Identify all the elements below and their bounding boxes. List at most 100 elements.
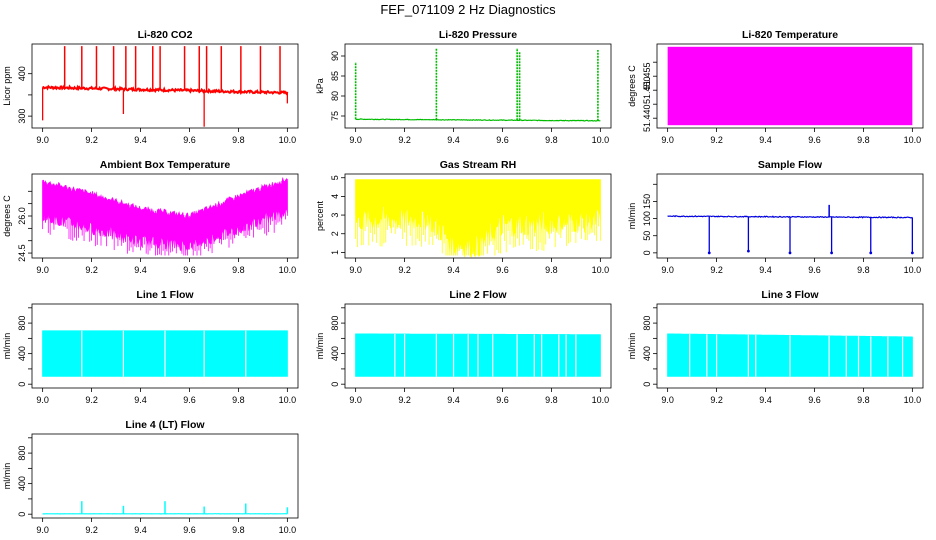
x-tick-label: 9.0 — [36, 265, 49, 275]
x-tick-label: 9.8 — [857, 265, 870, 275]
y-tick-label: 51.455 — [642, 62, 652, 90]
x-tick-label: 9.8 — [857, 135, 870, 145]
x-tick-label: 10.0 — [279, 395, 297, 405]
y-tick-label: 400 — [642, 346, 652, 361]
y-tick-label: 75 — [330, 111, 340, 121]
chart-line1: Line 1 Flow ml/min 9.0 9.2 9.4 9.6 9.8 10.0 0 400… — [2, 289, 299, 405]
data-series — [42, 84, 289, 96]
y-tick-label: 0 — [17, 512, 27, 517]
chart-title: Ambient Box Temperature — [100, 159, 231, 171]
x-tick-label: 10.0 — [592, 135, 610, 145]
x-tick-label: 9.8 — [545, 265, 558, 275]
x-tick-label: 9.0 — [661, 265, 674, 275]
x-tick-label: 9.2 — [85, 395, 98, 405]
x-tick-label: 9.6 — [808, 265, 821, 275]
x-tick-label: 9.2 — [398, 395, 411, 405]
x-tick-label: 10.0 — [592, 265, 610, 275]
data-layer — [42, 177, 288, 256]
x-tick-label: 9.4 — [447, 395, 460, 405]
data-layer — [42, 501, 289, 515]
x-tick-label: 9.8 — [232, 265, 245, 275]
y-axis-label: degrees C — [627, 65, 637, 107]
chart-title: Line 4 (LT) Flow — [125, 419, 205, 431]
y-tick-label: 800 — [17, 316, 27, 331]
x-tick-label: 9.2 — [85, 265, 98, 275]
y-axis-label: Licor ppm — [2, 66, 12, 106]
y-tick-label: 2 — [330, 231, 340, 236]
chart-title: Li-820 CO2 — [138, 29, 193, 41]
chart-title: Li-820 Pressure — [439, 29, 517, 41]
y-tick-label: 300 — [17, 109, 27, 124]
y-tick-label: 85 — [330, 71, 340, 81]
x-tick-label: 9.0 — [36, 395, 49, 405]
x-tick-label: 9.4 — [759, 265, 772, 275]
data-point — [707, 251, 711, 255]
y-tick-label: 0 — [642, 382, 652, 387]
y-tick-label: 50 — [642, 231, 652, 241]
x-tick-label: 9.4 — [447, 265, 460, 275]
x-tick-label: 10.0 — [279, 525, 297, 535]
y-tick-label: 0 — [330, 382, 340, 387]
chart-temperature: Li-820 Temperature degrees C 9.0 9.2 9.4 9.6 9… — [627, 29, 924, 145]
x-tick-label: 9.4 — [134, 265, 147, 275]
chart-sample-flow: Sample Flow ml/min 9.0 9.2 9.4 9.6 9.8 10.0 0 50 1… — [627, 159, 924, 275]
data-series — [355, 118, 601, 122]
y-tick-label: 400 — [17, 346, 27, 361]
chart-rh: Gas Stream RH percent 9.0 9.2 9.4 9.6 9.8 10.0 1… — [315, 159, 612, 275]
y-axis-label: ml/min — [2, 463, 12, 490]
y-axis-label: kPa — [315, 78, 325, 94]
x-tick-label: 9.6 — [496, 135, 509, 145]
x-tick-label: 9.2 — [398, 135, 411, 145]
y-tick-label: 800 — [17, 446, 27, 461]
x-tick-label: 9.8 — [857, 395, 870, 405]
y-tick-label: 1 — [330, 250, 340, 255]
x-tick-label: 9.4 — [134, 525, 147, 535]
x-tick-label: 9.0 — [349, 135, 362, 145]
plot-frame — [31, 433, 299, 519]
y-tick-label: 24.5 — [17, 244, 27, 262]
chart-pressure: Li-820 Pressure kPa 9.0 9.2 9.4 9.6 9.8 10.0 75 8… — [315, 29, 612, 145]
y-tick-label: 150 — [642, 194, 652, 209]
x-tick-label: 9.6 — [808, 395, 821, 405]
x-tick-label: 9.4 — [447, 135, 460, 145]
chart-co2: Li-820 CO2 Licor ppm 9.0 9.2 9.4 9.6 9.8 10.0 30… — [2, 29, 299, 145]
y-axis-label: ml/min — [627, 333, 637, 360]
x-tick-label: 9.2 — [710, 265, 723, 275]
y-tick-label: 51.440 — [642, 104, 652, 132]
x-tick-label: 9.0 — [661, 135, 674, 145]
y-tick-label: 400 — [17, 476, 27, 491]
x-tick-label: 9.8 — [232, 395, 245, 405]
data-layer — [667, 46, 913, 126]
x-tick-label: 10.0 — [904, 265, 922, 275]
x-tick-label: 9.6 — [183, 525, 196, 535]
data-layer — [667, 333, 913, 377]
data-point — [746, 249, 750, 253]
y-tick-label: 3 — [330, 213, 340, 218]
data-layer — [42, 330, 288, 377]
x-tick-label: 9.8 — [545, 395, 558, 405]
x-tick-label: 10.0 — [279, 265, 297, 275]
y-tick-label: 90 — [330, 51, 340, 61]
x-tick-label: 10.0 — [904, 135, 922, 145]
x-tick-label: 9.0 — [349, 395, 362, 405]
data-point — [788, 251, 792, 255]
data-band — [667, 46, 913, 126]
x-tick-label: 9.0 — [36, 525, 49, 535]
x-tick-label: 9.6 — [496, 395, 509, 405]
y-tick-label: 0 — [642, 250, 652, 255]
x-tick-label: 9.0 — [661, 395, 674, 405]
x-tick-label: 9.6 — [183, 395, 196, 405]
x-tick-label: 9.4 — [759, 135, 772, 145]
chart-title: Li-820 Temperature — [742, 29, 838, 41]
x-tick-label: 9.0 — [349, 265, 362, 275]
x-tick-label: 9.6 — [496, 265, 509, 275]
y-axis-label: percent — [315, 200, 325, 231]
x-tick-label: 9.8 — [545, 135, 558, 145]
chart-title: Line 2 Flow — [449, 289, 507, 301]
y-tick-label: 51.450 — [642, 76, 652, 104]
y-tick-label: 400 — [17, 66, 27, 81]
chart-line4: Line 4 (LT) Flow ml/min 9.0 9.2 9.4 9.6 9.8 10.… — [2, 419, 299, 535]
x-tick-label: 10.0 — [592, 395, 610, 405]
x-tick-label: 9.2 — [85, 135, 98, 145]
